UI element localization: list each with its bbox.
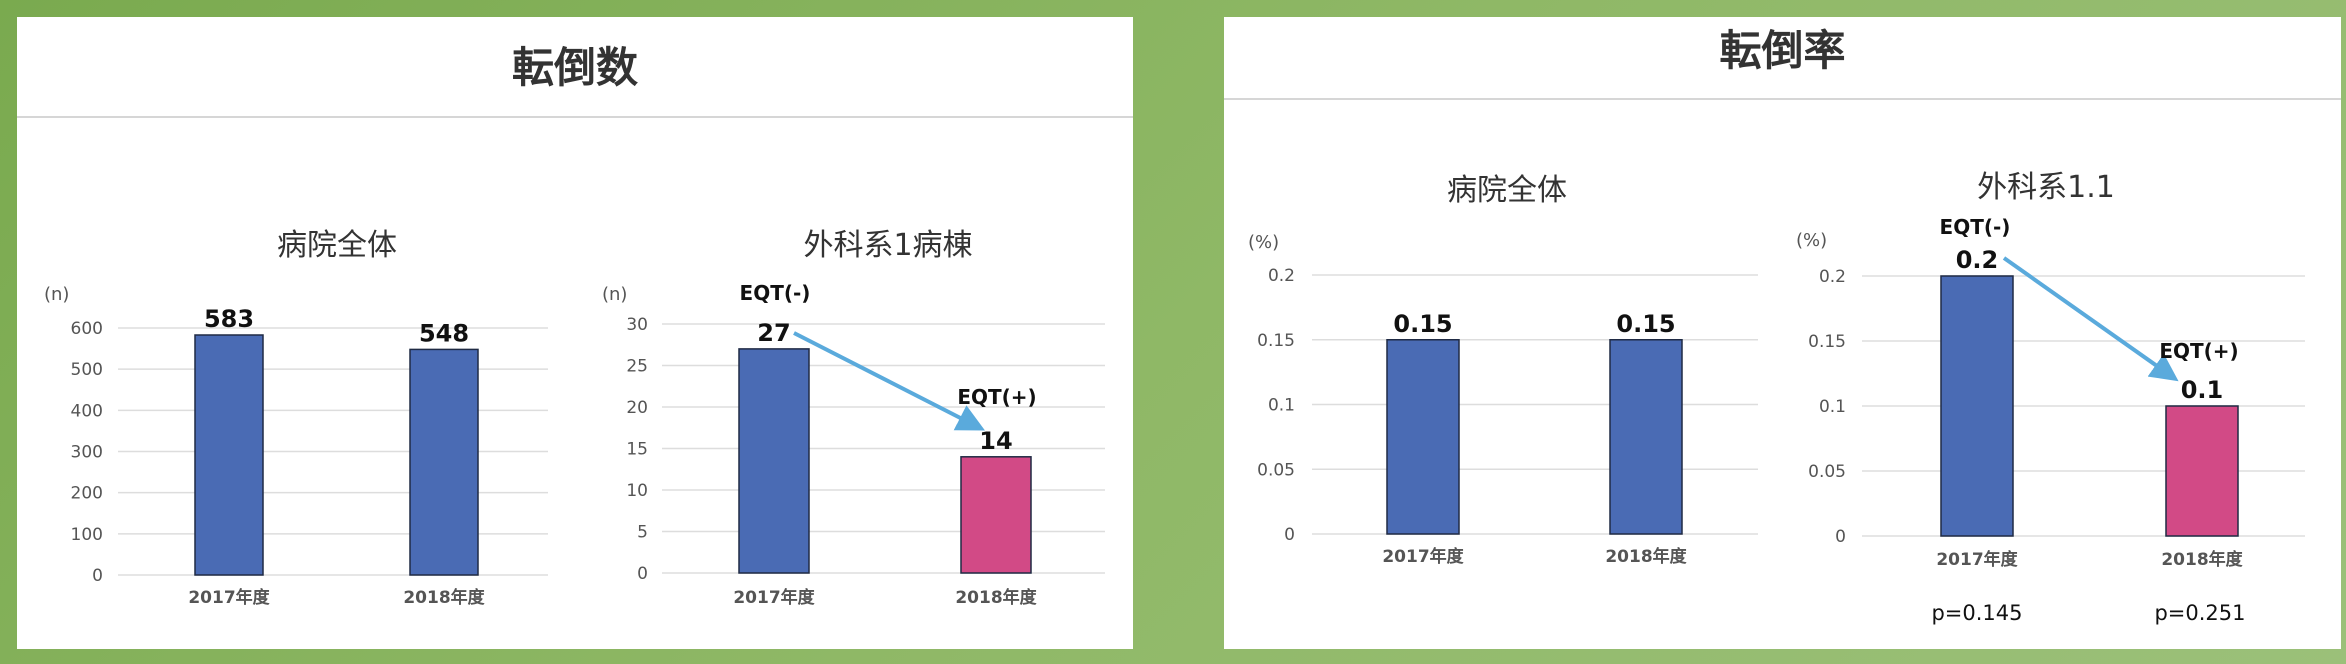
data-label: 583 — [204, 305, 254, 333]
p-value-label: p=0.145 — [1931, 601, 2022, 625]
y-tick-label: 30 — [626, 315, 648, 335]
y-tick-label: 0 — [1284, 525, 1295, 545]
data-label: 0.15 — [1393, 310, 1452, 338]
panel-title-fall-count: 転倒数 — [511, 43, 638, 92]
title-divider — [1224, 98, 2341, 100]
y-tick-label: 600 — [71, 319, 103, 339]
y-tick-label: 5 — [637, 523, 648, 543]
y-tick-label: 0.05 — [1808, 462, 1846, 482]
y-tick-label: 0.2 — [1819, 267, 1846, 287]
unit-label: (n) — [602, 284, 627, 305]
y-tick-label: 0.1 — [1819, 397, 1846, 417]
y-tick-label: 0.05 — [1257, 460, 1295, 480]
y-tick-label: 0.15 — [1257, 331, 1295, 351]
y-tick-label: 0.1 — [1268, 396, 1295, 416]
trend-arrow — [793, 331, 985, 431]
chart-title: 病院全体 — [277, 228, 397, 263]
y-tick-label: 25 — [626, 357, 648, 377]
data-label: 0.15 — [1616, 310, 1675, 338]
y-tick-label: 0.15 — [1808, 332, 1846, 352]
chart-title: 外科系1.1 — [1977, 170, 2115, 205]
bar — [1940, 275, 2014, 537]
trend-arrow — [2002, 256, 2179, 382]
x-tick-label: 2018年度 — [2161, 549, 2243, 570]
chart-title: 病院全体 — [1447, 173, 1567, 208]
y-tick-label: 15 — [626, 440, 648, 460]
x-tick-label: 2017年度 — [1936, 549, 2018, 570]
unit-label: (n) — [44, 284, 69, 305]
y-tick-label: 400 — [71, 401, 103, 421]
data-label: 0.1 — [2181, 376, 2224, 404]
annotation-label: EQT(+) — [2159, 339, 2238, 363]
y-tick-label: 200 — [71, 484, 103, 504]
data-label: 27 — [757, 319, 790, 347]
y-tick-label: 10 — [626, 481, 648, 501]
chart-title: 外科系1病棟 — [803, 228, 972, 263]
p-value-label: p=0.251 — [2154, 601, 2245, 625]
y-tick-label: 300 — [71, 443, 103, 463]
y-tick-label: 0 — [637, 564, 648, 584]
x-tick-label: 2017年度 — [188, 587, 270, 608]
unit-label: (%) — [1796, 230, 1827, 251]
bar — [2165, 405, 2239, 537]
title-divider — [17, 116, 1133, 118]
x-tick-label: 2017年度 — [733, 587, 815, 608]
data-label: 14 — [979, 427, 1012, 455]
x-tick-label: 2018年度 — [955, 587, 1037, 608]
bar — [409, 348, 479, 576]
data-label: 0.2 — [1956, 246, 1999, 274]
x-tick-label: 2018年度 — [403, 587, 485, 608]
y-tick-label: 20 — [626, 398, 648, 418]
y-tick-label: 0 — [1835, 527, 1846, 547]
y-tick-label: 0.2 — [1268, 266, 1295, 286]
data-label: 548 — [419, 319, 469, 347]
y-tick-label: 0 — [92, 566, 103, 586]
unit-label: (%) — [1248, 232, 1279, 253]
y-tick-label: 500 — [71, 360, 103, 380]
bar — [960, 456, 1032, 574]
right-panel: 転倒率 — [1224, 17, 2341, 649]
bar — [1386, 339, 1460, 535]
bar — [194, 334, 264, 576]
bar — [1609, 339, 1683, 535]
panel-title-fall-rate: 転倒率 — [1719, 26, 1846, 75]
annotation-label: EQT(-) — [740, 281, 811, 305]
bar — [738, 348, 810, 574]
y-tick-label: 100 — [71, 525, 103, 545]
x-tick-label: 2017年度 — [1382, 546, 1464, 567]
x-tick-label: 2018年度 — [1605, 546, 1687, 567]
annotation-label: EQT(-) — [1940, 215, 2011, 239]
annotation-label: EQT(+) — [957, 385, 1036, 409]
